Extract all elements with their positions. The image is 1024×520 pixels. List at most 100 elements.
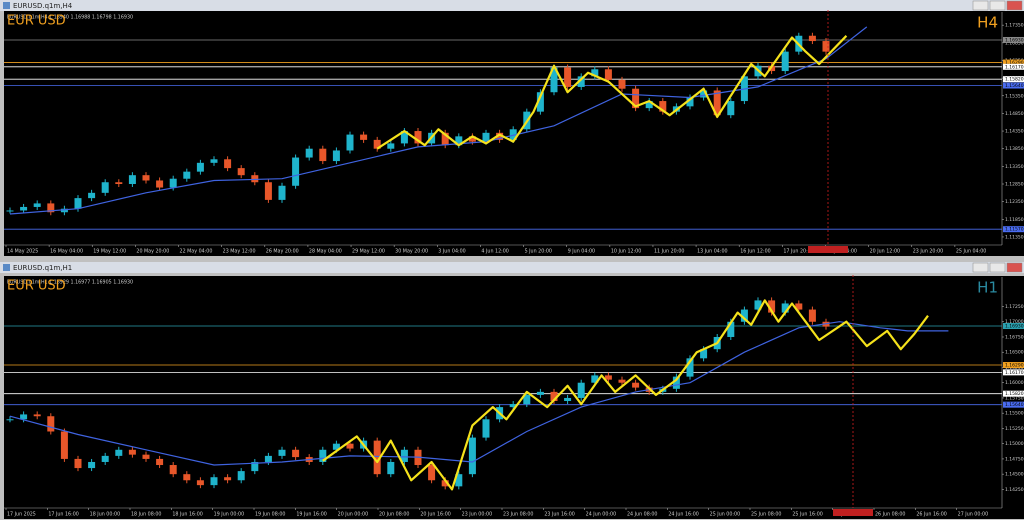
candle-body: [686, 97, 694, 107]
candle-body: [808, 309, 816, 322]
candle-body: [88, 461, 96, 469]
candle-body: [47, 203, 55, 213]
x-tick-label: 23 May 12:00: [223, 249, 256, 255]
candle-body: [509, 129, 517, 140]
window-title-bar: [0, 262, 1024, 273]
x-tick-label: 26 May 20:00: [266, 249, 299, 255]
candle-body: [781, 51, 789, 72]
candle-body: [224, 159, 232, 169]
candle-body: [400, 131, 408, 144]
x-tick-label: 20 Jun 16:00: [420, 512, 450, 518]
x-tick-label: 13 Jun 04:00: [697, 249, 727, 255]
price-line-label: 1.15640: [1005, 402, 1024, 408]
candle-body: [33, 414, 41, 417]
candle-body: [550, 67, 558, 93]
y-tick-label: 1.13850: [1005, 146, 1024, 152]
y-tick-label: 1.15350: [1005, 93, 1024, 99]
y-tick-label: 1.14350: [1005, 129, 1024, 135]
window-close-button: [1006, 262, 1023, 273]
x-tick-label: 9 Jun 04:00: [568, 249, 595, 255]
candle-body: [400, 449, 408, 462]
candle-body: [251, 461, 259, 472]
y-tick-label: 1.13350: [1005, 164, 1024, 170]
candle-body: [6, 419, 14, 421]
x-tick-label: 3 Jun 04:00: [438, 249, 465, 255]
candle-body: [47, 416, 55, 432]
candle-body: [264, 455, 272, 462]
candle-body: [727, 101, 735, 116]
ohlc-info: EURUSD.q1m,H1 1.16929 1.16977 1.16905 1.…: [7, 280, 133, 286]
candle-body: [20, 414, 28, 420]
x-tick-label: 17 Jun 16:00: [48, 512, 78, 518]
candle-body: [822, 41, 830, 52]
price-line-tag: [1003, 362, 1024, 369]
symbol-label: EUR USD: [7, 279, 66, 294]
ohlc-info: EURUSD.q1m,H4 1.16940 1.16988 1.16798 1.…: [7, 15, 133, 21]
y-tick-label: 1.17250: [1005, 304, 1024, 310]
y-tick-label: 1.12350: [1005, 199, 1024, 205]
y-tick-label: 1.11850: [1005, 217, 1024, 223]
x-tick-label: 26 Jun 16:00: [916, 512, 946, 518]
price-line-label: 1.16170: [1005, 370, 1024, 376]
symbol-label: EUR USD: [7, 14, 66, 29]
candle-body: [700, 349, 708, 359]
candle-body: [536, 92, 544, 112]
price-line-tag: [1003, 36, 1024, 43]
candle-body: [482, 132, 490, 142]
candle-body: [237, 471, 245, 481]
price-line-tag: [1003, 323, 1024, 330]
y-tick-label: 1.17350: [1005, 23, 1024, 29]
x-tick-label: 18 Jun 00:00: [90, 512, 120, 518]
x-tick-label: 16 May 04:00: [50, 249, 83, 255]
price-line-label: 1.11570: [1005, 227, 1024, 233]
candle-body: [183, 171, 191, 179]
x-tick-label: 17 Jun 2025: [7, 512, 36, 518]
candle-body: [128, 175, 136, 185]
candle-body: [604, 375, 612, 380]
window-max-button: [989, 0, 1006, 11]
window-title: EURUSD.q1m,H4: [13, 2, 73, 10]
x-tick-label: 23 Jun 00:00: [462, 512, 492, 518]
price-line-tag: [1003, 76, 1024, 83]
window-min-button: [972, 0, 989, 11]
candle-body: [33, 203, 41, 207]
price-line-tag: [1003, 82, 1024, 89]
x-tick-label: 20 Jun 12:00: [870, 249, 900, 255]
candle-body: [169, 178, 177, 188]
x-tick-label: 18 Jun 16:00: [172, 512, 202, 518]
candle-body: [278, 449, 286, 456]
candle-body: [128, 449, 136, 455]
x-tick-label: 25 Jun 16:00: [792, 512, 822, 518]
window-max-button: [989, 262, 1006, 273]
x-tick-label: 28 May 04:00: [309, 249, 342, 255]
x-tick-label: 5 Jun 20:00: [525, 249, 552, 255]
x-tick-label: 23 Jun 16:00: [544, 512, 574, 518]
price-line-tag: [1003, 226, 1024, 233]
candle-body: [278, 185, 286, 200]
candle-body: [768, 300, 776, 313]
candle-body: [632, 382, 640, 388]
x-tick-label: 20 Jun 08:00: [379, 512, 409, 518]
x-tick-label: 17 Jun 20:00: [783, 249, 813, 255]
y-tick-label: 1.11350: [1005, 234, 1024, 240]
window-min-button: [972, 262, 989, 273]
y-tick-label: 1.14750: [1005, 456, 1024, 462]
candle-body: [20, 206, 28, 211]
candle-body: [373, 139, 381, 149]
x-tick-label: 11 Jun 20:00: [654, 249, 684, 255]
candle-body: [523, 394, 531, 405]
x-tick-label: 24 Jun 08:00: [627, 512, 657, 518]
candle-body: [414, 131, 422, 144]
y-tick-label: 1.15000: [1005, 441, 1024, 447]
candle-body: [101, 182, 109, 193]
x-tick-label: 19 Jun 16:00: [296, 512, 326, 518]
candle-body: [6, 210, 14, 212]
y-tick-label: 1.14500: [1005, 472, 1024, 478]
candle-body: [686, 358, 694, 377]
window-icon: [3, 2, 10, 9]
candle-body: [224, 477, 232, 481]
window-title: EURUSD.q1m,H1: [13, 264, 72, 272]
candle-body: [387, 143, 395, 149]
time-marker-tag: [833, 509, 873, 516]
zigzag-line: [322, 299, 929, 491]
